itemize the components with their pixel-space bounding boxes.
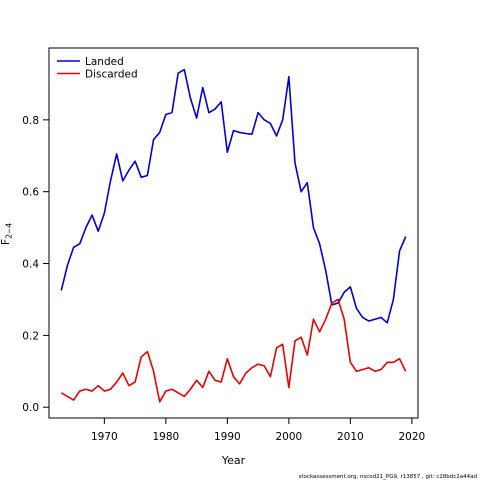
x-tick-label-1980: 1980	[152, 431, 179, 443]
y-axis-title-main: F	[0, 239, 12, 245]
footer-note: stockassessment.org, nscod21_PG9, r13857…	[299, 474, 477, 480]
series-line-discarded	[60, 298, 407, 403]
x-tick-label-1970: 1970	[91, 431, 118, 443]
legend-label-landed: Landed	[85, 56, 124, 68]
plot-frame	[48, 47, 419, 419]
x-axis-title: Year	[221, 454, 246, 467]
x-tick-label-2000: 2000	[275, 431, 302, 443]
svg-text:F2−4: F2−4	[0, 223, 14, 245]
y-axis: 0.0 0.2 0.4 0.6 0.8	[22, 115, 49, 414]
legend: Landed Discarded	[57, 56, 138, 81]
y-axis-title: F2−4	[0, 223, 14, 245]
y-tick-label-4: 0.8	[22, 115, 39, 127]
x-tick-label-1990: 1990	[214, 431, 241, 443]
y-tick-label-3: 0.6	[22, 187, 39, 199]
legend-label-discarded: Discarded	[85, 69, 138, 81]
x-axis: 1970 1980 1990 2000 2010 2020	[91, 418, 425, 443]
y-axis-title-sub: 2−4	[5, 223, 14, 239]
y-tick-label-0: 0.0	[22, 402, 39, 414]
series-layer	[60, 68, 407, 403]
y-tick-label-1: 0.2	[22, 330, 39, 342]
x-tick-label-2010: 2010	[337, 431, 364, 443]
series-line-landed	[60, 68, 407, 324]
y-tick-label-2: 0.4	[22, 259, 39, 271]
x-tick-label-2020: 2020	[398, 431, 425, 443]
